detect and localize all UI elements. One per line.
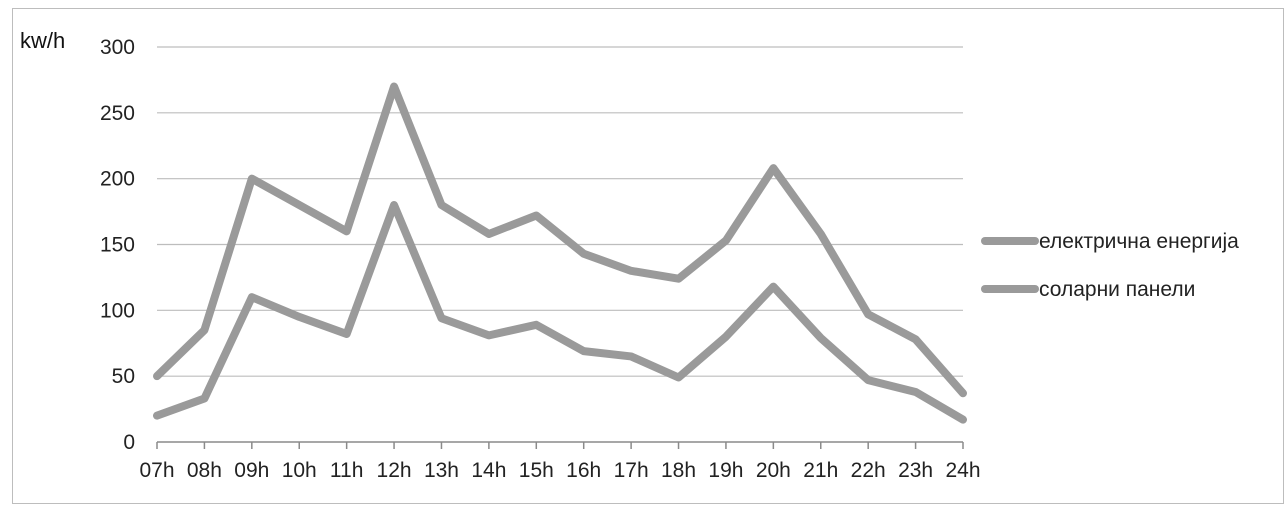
y-tick-label: 200 bbox=[100, 168, 135, 191]
x-tick-label: 17h bbox=[614, 459, 649, 482]
x-tick-label: 10h bbox=[282, 459, 317, 482]
x-tick-label: 12h bbox=[377, 459, 412, 482]
y-tick-label: 300 bbox=[100, 36, 135, 59]
y-tick-label: 0 bbox=[123, 431, 135, 454]
x-tick-label: 07h bbox=[139, 459, 174, 482]
x-tick-label: 13h bbox=[424, 459, 459, 482]
x-tick-label: 18h bbox=[661, 459, 696, 482]
series-line-2 bbox=[153, 201, 967, 424]
x-tick-label: 23h bbox=[898, 459, 933, 482]
gridlines bbox=[157, 46, 963, 377]
series-line-1 bbox=[153, 82, 967, 398]
x-tick-label: 15h bbox=[519, 459, 554, 482]
legend-label: електрична енергија bbox=[1039, 230, 1239, 253]
y-tick-label: 150 bbox=[100, 234, 135, 257]
y-tick-label: 250 bbox=[100, 102, 135, 125]
x-tick-label: 21h bbox=[803, 459, 838, 482]
y-tick-label: 100 bbox=[100, 299, 135, 322]
y-tick-label: 50 bbox=[112, 365, 135, 388]
x-tick-label: 14h bbox=[471, 459, 506, 482]
x-tick-labels: 07h 08h 09h 10h 11h 12h 13h 14h 15h 16h 17h 18h 19h 2… bbox=[139, 459, 980, 482]
x-tick-label: 19h bbox=[708, 459, 743, 482]
y-axis-label: kw/h bbox=[20, 28, 65, 53]
series-lines bbox=[153, 82, 967, 424]
x-tick-label: 24h bbox=[945, 459, 980, 482]
y-tick-labels: 0 50 100 150 200 250 300 bbox=[100, 36, 135, 454]
legend-label: соларни панели bbox=[1039, 278, 1195, 301]
x-tick-label: 16h bbox=[566, 459, 601, 482]
x-tick-label: 11h bbox=[330, 459, 363, 482]
x-axis bbox=[156, 441, 964, 449]
x-tick-label: 09h bbox=[234, 459, 269, 482]
legend: електрична енергија соларни панели bbox=[981, 230, 1239, 301]
x-tick-label: 22h bbox=[851, 459, 886, 482]
x-tick-label: 20h bbox=[756, 459, 791, 482]
x-tick-label: 08h bbox=[187, 459, 222, 482]
